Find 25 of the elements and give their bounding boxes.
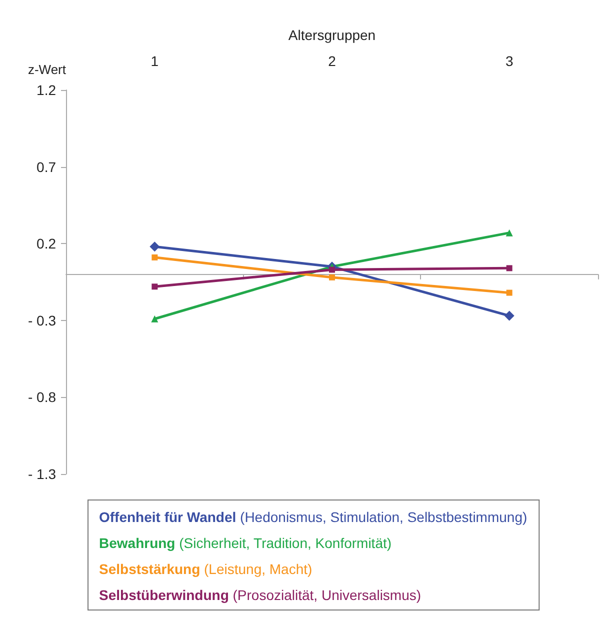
y-tick-label: 0.7: [36, 158, 56, 175]
y-tick-label: - 0.8: [28, 389, 56, 406]
text: Selbstüberwindung (Prosozialität, Universalismus): [99, 587, 422, 603]
text: Bewahrung (Sicherheit, Tradition, Konformität): [99, 535, 392, 551]
point: [152, 284, 158, 290]
point: [329, 266, 335, 273]
point: [329, 274, 335, 280]
y-tick-label: - 1.3: [28, 466, 56, 482]
point: [506, 265, 512, 272]
text: Offenheit für Wandel (Hedonismus, Stimulation, Selbstbestimmung): [99, 509, 528, 525]
x-axis-title: Altersgruppen: [288, 27, 376, 43]
point: [152, 254, 158, 260]
x-tick-label: 3: [505, 53, 514, 69]
x-tick-label: 2: [328, 53, 336, 69]
y-tick-label: 1.2: [36, 82, 56, 98]
y-axis-title: z-Wert: [28, 62, 66, 77]
point: [504, 310, 514, 321]
point: [150, 242, 160, 252]
y-tick-label: 0.2: [36, 236, 56, 252]
x-tick-label: 1: [150, 53, 159, 69]
point: [151, 315, 158, 322]
y-tick-label: - 0.3: [28, 312, 56, 328]
text: Selbststärkung (Leistung, Macht): [99, 561, 312, 577]
point: [506, 290, 512, 296]
point: [506, 229, 513, 236]
